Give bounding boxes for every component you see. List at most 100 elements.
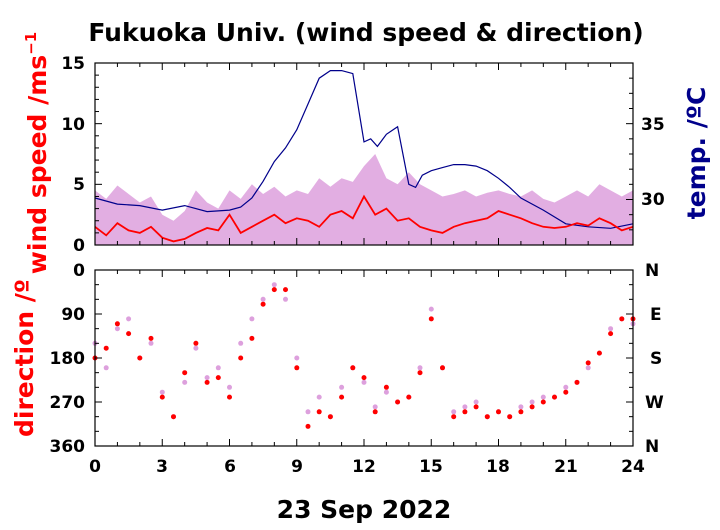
direction-mean-point — [283, 287, 288, 293]
temperature-line — [94, 69, 634, 229]
hour-tick-label: 3 — [156, 457, 168, 477]
compass-tick-label: E — [650, 305, 662, 325]
direction-point — [529, 399, 535, 405]
direction-mean-point — [148, 335, 154, 341]
direction-mean-point — [260, 301, 266, 307]
direction-mean-point — [484, 414, 490, 420]
bottom-plot-frame — [94, 269, 634, 447]
direction-point — [249, 316, 255, 322]
direction-point — [215, 365, 221, 371]
direction-point — [305, 409, 311, 415]
direction-mean-point — [417, 370, 423, 376]
date-axis-label: 23 Sep 2022 — [277, 495, 452, 524]
direction-tick-label: 360 — [50, 437, 86, 457]
direction-point — [204, 375, 210, 381]
wind-speed-axis-label: wind speed /ms−1 — [22, 32, 52, 274]
direction-mean-point — [238, 355, 244, 361]
direction-mean-point — [552, 394, 557, 400]
direction-point — [339, 384, 345, 390]
direction-mean-point — [204, 379, 210, 385]
direction-mean-point — [294, 365, 300, 371]
direction-mean-point — [563, 389, 569, 395]
direction-point — [383, 389, 389, 395]
direction-point — [126, 316, 132, 322]
direction-mean-point — [540, 399, 546, 405]
direction-mean-point — [137, 355, 143, 361]
direction-point — [451, 409, 457, 415]
direction-mean-series — [92, 287, 636, 429]
direction-mean-point — [327, 414, 333, 420]
direction-mean-point — [361, 375, 367, 381]
direction-mean-point — [619, 316, 625, 322]
direction-mean-point — [350, 365, 356, 371]
direction-point — [585, 365, 591, 371]
direction-mean-point — [451, 414, 457, 420]
direction-point — [148, 340, 154, 346]
direction-point — [271, 282, 277, 288]
direction-point — [227, 384, 232, 390]
direction-point — [182, 379, 188, 385]
direction-mean-point — [529, 404, 535, 410]
direction-point — [608, 326, 614, 332]
temp-tick-label: 30 — [641, 190, 665, 210]
direction-point — [428, 306, 434, 312]
temp-tick-label: 35 — [641, 115, 665, 135]
direction-point — [159, 389, 165, 395]
direction-mean-point — [507, 414, 513, 420]
direction-point — [103, 365, 109, 371]
direction-mean-point — [126, 331, 132, 337]
direction-mean-point — [462, 409, 468, 415]
temperature-axis-label: temp. /ºC — [682, 87, 711, 220]
direction-point — [462, 404, 468, 410]
wind-tick-label: 0 — [73, 236, 85, 256]
compass-tick-label: W — [645, 393, 664, 413]
hour-tick-label: 24 — [621, 457, 645, 477]
hour-tick-label: 15 — [419, 457, 443, 477]
direction-mean-point — [406, 394, 412, 400]
direction-point — [417, 365, 423, 371]
hour-tick-label: 12 — [352, 457, 376, 477]
wind-speed-gust-series — [95, 154, 633, 245]
direction-mean-point — [114, 321, 120, 327]
direction-mean-point — [339, 394, 345, 400]
direction-point — [540, 394, 546, 400]
wind-speed-mean-series — [94, 194, 634, 243]
direction-point — [114, 326, 120, 332]
direction-mean-point — [182, 370, 188, 376]
direction-mean-point — [473, 404, 479, 410]
chart-title: Fukuoka Univ. (wind speed & direction) — [88, 18, 643, 47]
direction-tick-label: 270 — [50, 393, 86, 413]
direction-mean-point — [383, 384, 389, 390]
hour-tick-label: 9 — [291, 457, 303, 477]
direction-mean-point — [440, 365, 445, 371]
direction-mean-point — [428, 316, 434, 322]
compass-tick-label: N — [645, 261, 659, 281]
direction-point — [372, 404, 378, 410]
tick-marks — [94, 62, 634, 447]
direction-mean-point — [215, 375, 221, 381]
direction-point — [283, 296, 288, 302]
direction-mean-point — [249, 335, 255, 341]
hour-tick-label: 21 — [554, 457, 578, 477]
direction-point — [518, 404, 524, 410]
direction-point — [294, 355, 300, 361]
wind-tick-label: 10 — [61, 115, 85, 135]
compass-tick-label: S — [650, 349, 662, 369]
direction-mean-point — [227, 394, 232, 400]
direction-mean-point — [193, 340, 199, 346]
direction-mean-point — [316, 409, 322, 415]
direction-point — [238, 340, 244, 346]
hour-tick-label: 0 — [89, 457, 101, 477]
direction-mean-point — [395, 399, 401, 405]
direction-mean-point — [305, 423, 311, 429]
direction-tick-label: 180 — [50, 349, 86, 369]
direction-point — [473, 399, 479, 405]
direction-mean-point — [159, 394, 165, 400]
gust-area — [95, 154, 633, 245]
compass-tick-label: N — [645, 437, 659, 457]
direction-mean-point — [496, 409, 501, 415]
direction-mean-point — [574, 379, 580, 385]
direction-mean-point — [103, 345, 109, 351]
hour-tick-label: 6 — [224, 457, 236, 477]
